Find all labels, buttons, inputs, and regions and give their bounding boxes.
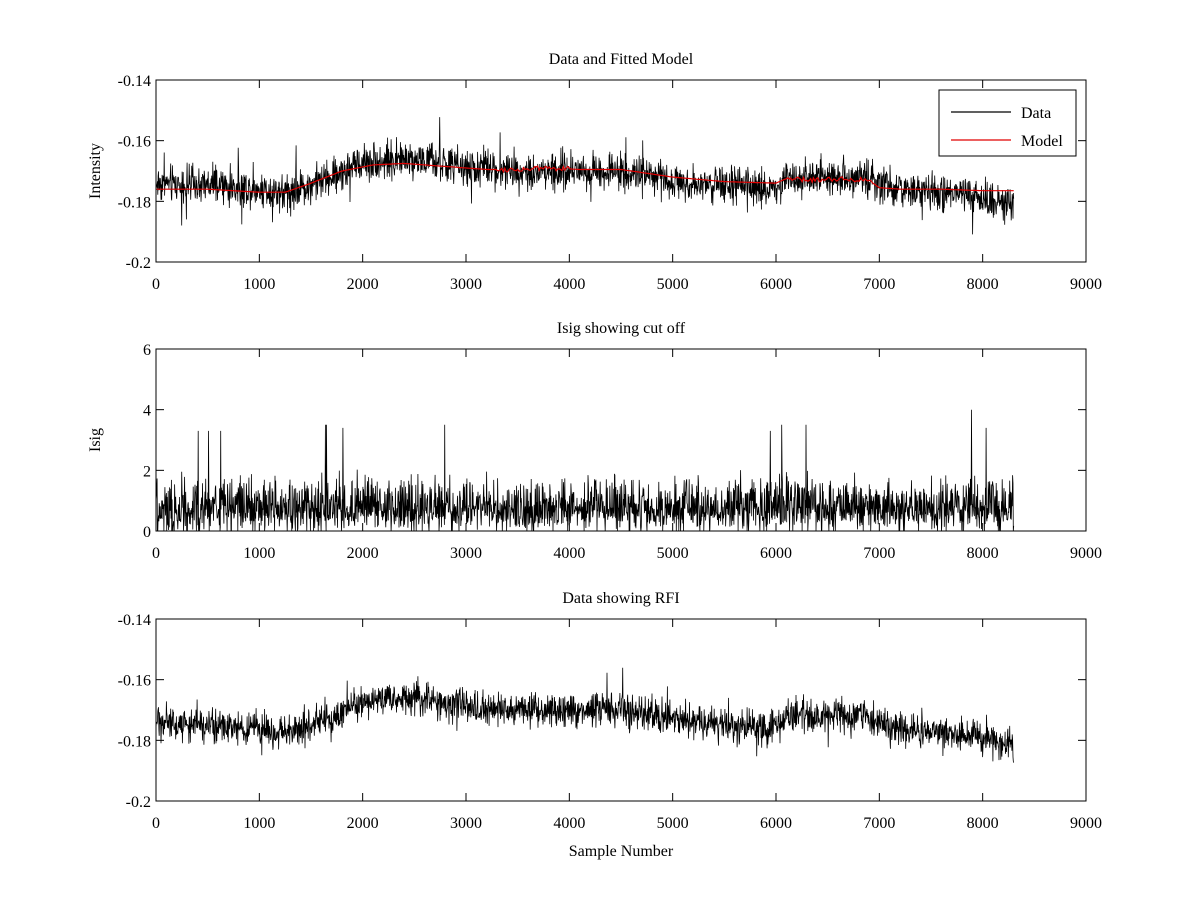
y-axis-label: Isig: [87, 428, 104, 452]
legend-label: Data: [1021, 105, 1051, 122]
y-tick-label: -0.16: [118, 673, 151, 690]
chart-title: Data showing RFI: [562, 590, 679, 607]
y-tick-label: -0.2: [126, 255, 151, 272]
y-tick-label: 6: [143, 342, 151, 359]
series-line-model: [156, 162, 1014, 193]
x-tick-label: 7000: [863, 545, 895, 562]
x-axis-label: Sample Number: [569, 843, 674, 860]
y-tick-label: -0.16: [118, 134, 151, 151]
x-tick-label: 2000: [347, 815, 379, 832]
y-tick-label: 0: [143, 524, 151, 541]
x-tick-label: 0: [152, 545, 160, 562]
x-tick-label: 6000: [760, 545, 792, 562]
x-tick-label: 5000: [657, 545, 689, 562]
legend: Data Model: [938, 89, 1077, 157]
x-tick-label: 2000: [347, 545, 379, 562]
x-tick-label: 6000: [760, 815, 792, 832]
legend-box: [938, 89, 1077, 157]
x-tick-label: 4000: [553, 276, 585, 293]
chart-1: 0 1000 2000 3000 4000 5000 6000 7000 8000 9000 -0.…: [87, 51, 1102, 293]
x-tick-label: 8000: [967, 815, 999, 832]
x-tick-label: 8000: [967, 545, 999, 562]
y-tick-label: 4: [143, 403, 151, 420]
y-tick-label: -0.14: [118, 73, 151, 90]
x-tick-label: 1000: [243, 815, 275, 832]
chart-title: Data and Fitted Model: [549, 51, 694, 68]
x-tick-label: 0: [152, 276, 160, 293]
x-tick-label: 9000: [1070, 815, 1102, 832]
x-tick-label: 0: [152, 815, 160, 832]
x-tick-label: 9000: [1070, 545, 1102, 562]
x-tick-label: 3000: [450, 815, 482, 832]
y-tick-label: -0.14: [118, 612, 151, 629]
chart-title: Isig showing cut off: [557, 320, 686, 337]
x-tick-label: 8000: [967, 276, 999, 293]
y-tick-label: -0.18: [118, 194, 151, 211]
series-line-1: [156, 667, 1015, 763]
y-tick-label: 2: [143, 463, 151, 480]
series-line-data: [156, 117, 1015, 235]
axes-box: [155, 79, 1087, 263]
y-tick-label: -0.2: [126, 794, 151, 811]
x-tick-label: 1000: [243, 545, 275, 562]
x-tick-label: 3000: [450, 276, 482, 293]
x-tick-label: 7000: [863, 815, 895, 832]
y-tick-label: -0.18: [118, 733, 151, 750]
x-tick-label: 1000: [243, 276, 275, 293]
series-line-1: [156, 409, 1015, 531]
axes-box: [155, 348, 1087, 532]
x-tick-label: 3000: [450, 545, 482, 562]
x-tick-label: 2000: [347, 276, 379, 293]
y-axis-label: Intensity: [87, 143, 104, 199]
chart-2: 0 1000 2000 3000 4000 5000 6000 7000 8000 9000 0 2 4…: [87, 320, 1102, 562]
x-tick-label: 5000: [657, 276, 689, 293]
x-tick-label: 4000: [553, 815, 585, 832]
x-tick-label: 5000: [657, 815, 689, 832]
x-tick-label: 7000: [863, 276, 895, 293]
x-tick-label: 9000: [1070, 276, 1102, 293]
axes-box: [155, 618, 1087, 802]
chart-3: 0 1000 2000 3000 4000 5000 6000 7000 8000 9000 -0.…: [118, 590, 1102, 860]
x-tick-label: 4000: [553, 545, 585, 562]
x-tick-label: 6000: [760, 276, 792, 293]
legend-label: Model: [1021, 133, 1063, 150]
